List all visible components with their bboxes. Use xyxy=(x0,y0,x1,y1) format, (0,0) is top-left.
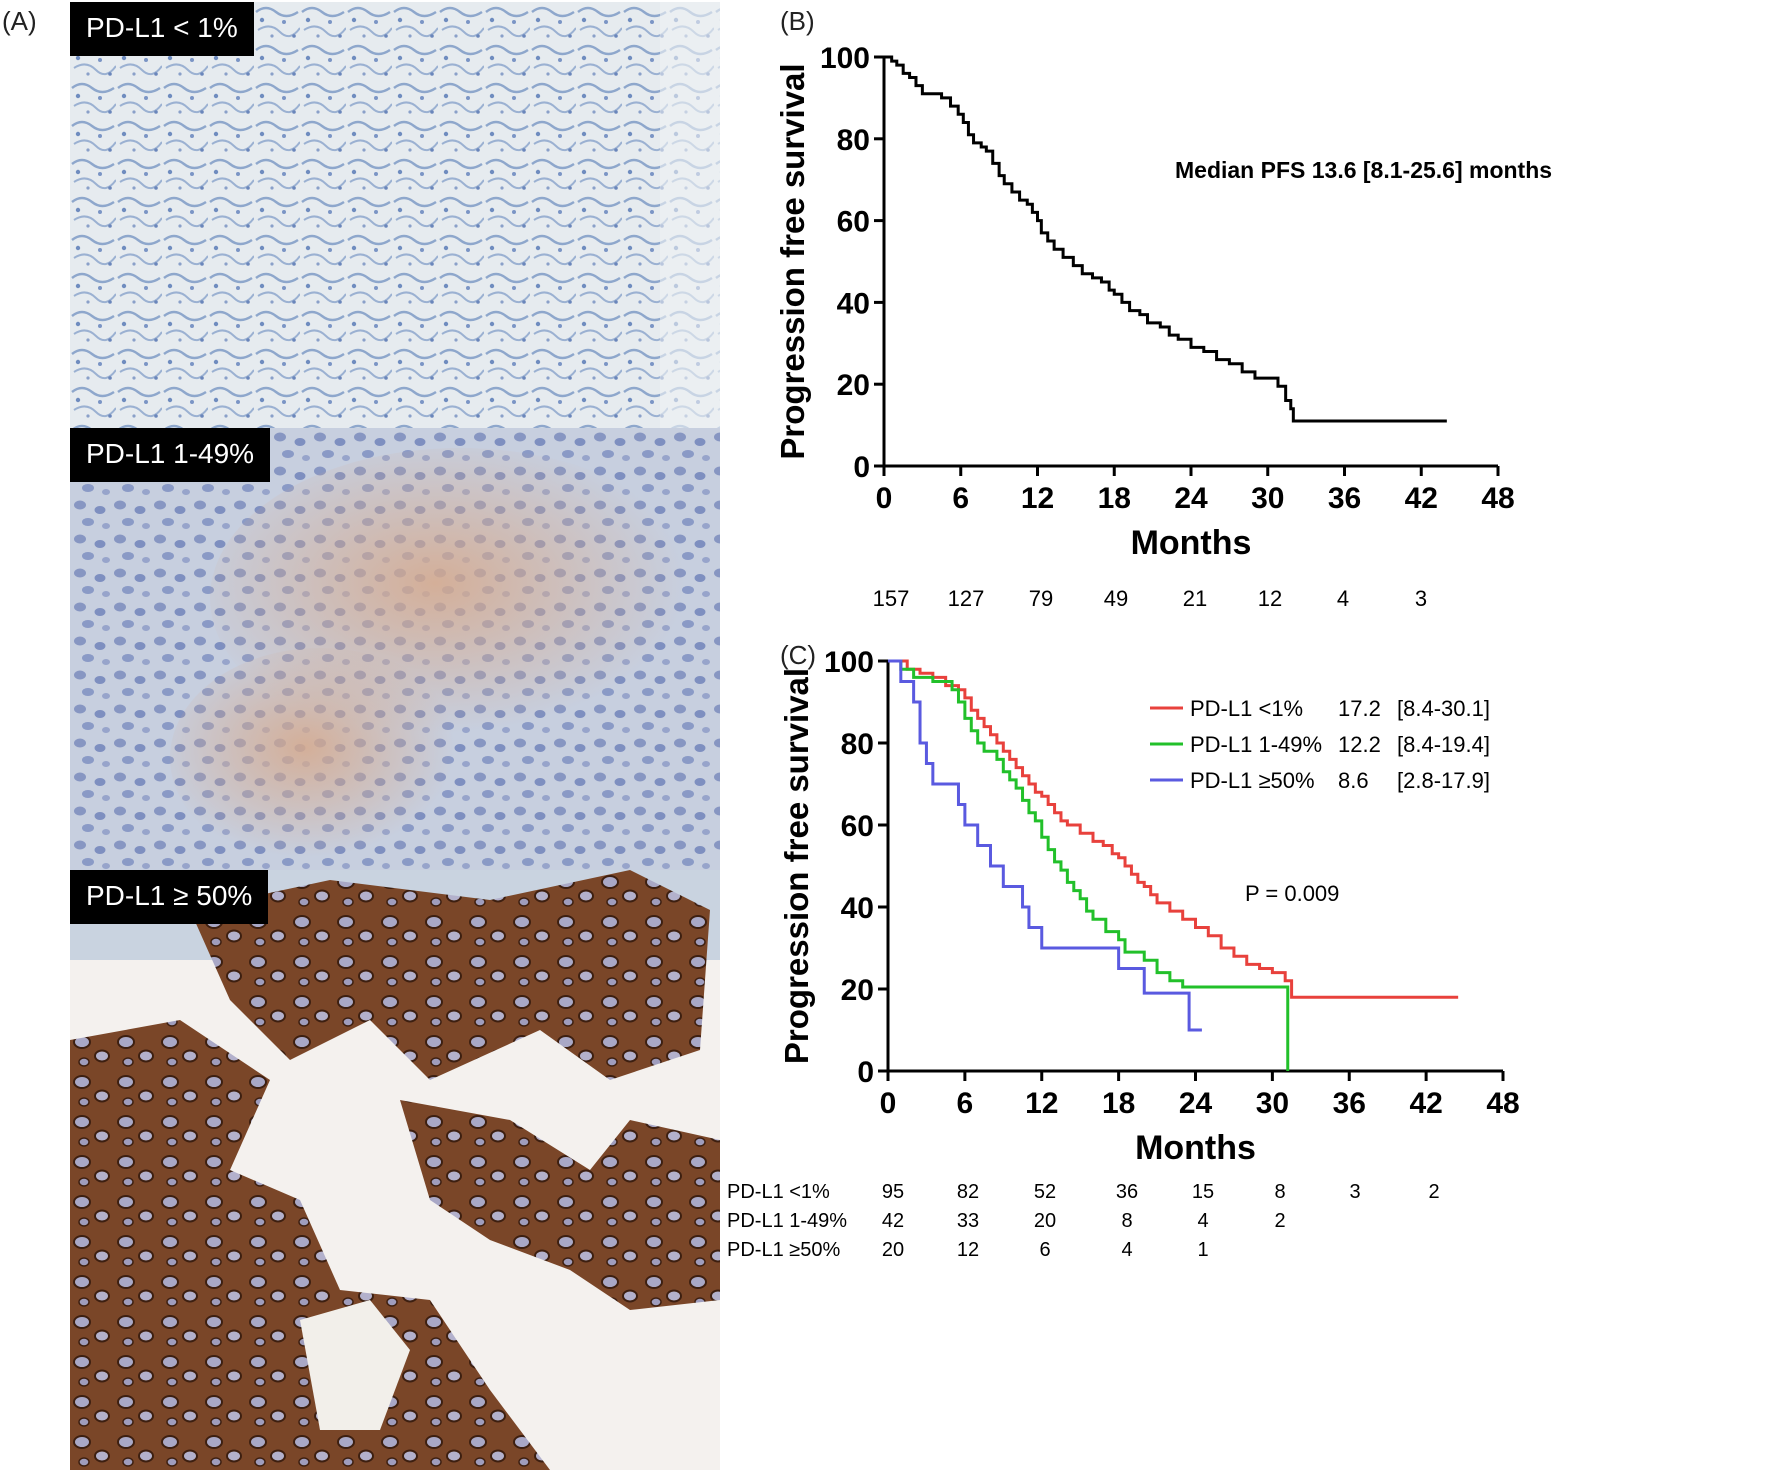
x-tick-label: 18 xyxy=(1098,482,1131,515)
image-label-high: PD-L1 ≥ 50% xyxy=(70,870,269,924)
risk-count: 12 xyxy=(1258,586,1282,611)
image-label-low: PD-L1 1-49% xyxy=(70,428,271,482)
risk-count: 1 xyxy=(1197,1239,1208,1261)
y-tick-label: 20 xyxy=(837,369,870,402)
risk-count: 42 xyxy=(882,1210,904,1232)
x-tick-label: 18 xyxy=(1102,1087,1135,1120)
survival-curve-1 xyxy=(888,659,1290,1071)
x-tick-label: 6 xyxy=(952,482,969,515)
risk-count: 2 xyxy=(1428,1181,1439,1203)
x-tick-label: 48 xyxy=(1486,1087,1519,1120)
risk-count: 79 xyxy=(1029,586,1053,611)
y-axis-title: Progression free survival xyxy=(778,668,815,1064)
risk-count: 4 xyxy=(1121,1239,1132,1261)
risk-count: 157 xyxy=(873,586,910,611)
x-tick-label: 30 xyxy=(1256,1087,1289,1120)
survival-curve-0 xyxy=(888,659,1459,999)
histology-texture-low xyxy=(70,428,720,870)
risk-count: 20 xyxy=(1034,1210,1056,1232)
risk-count: 82 xyxy=(957,1181,979,1203)
x-tick-label: 0 xyxy=(880,1087,897,1120)
risk-count: 20 xyxy=(882,1239,904,1261)
risk-count: 36 xyxy=(1116,1181,1138,1203)
x-tick-label: 24 xyxy=(1179,1087,1213,1120)
legend-label: PD-L1 1-49% xyxy=(1190,732,1322,757)
y-tick-label: 100 xyxy=(820,42,870,75)
risk-row-label: PD-L1 ≥50% xyxy=(727,1239,840,1261)
histology-image-high: PD-L1 ≥ 50% xyxy=(70,870,720,1470)
histology-texture-negative xyxy=(70,2,720,428)
panel-a-letter: (A) xyxy=(2,6,37,36)
risk-count: 2 xyxy=(1274,1210,1285,1232)
risk-count: 12 xyxy=(957,1239,979,1261)
panel-c-letter: (C) xyxy=(780,640,817,670)
risk-count: 49 xyxy=(1104,586,1128,611)
survival-curve-0 xyxy=(884,55,1447,423)
histology-image-negative: PD-L1 < 1% xyxy=(70,2,720,428)
median-annotation: Median PFS 13.6 [8.1-25.6] months xyxy=(1175,157,1552,183)
risk-count: 8 xyxy=(1274,1181,1285,1203)
y-tick-label: 0 xyxy=(853,451,870,484)
y-tick-label: 40 xyxy=(837,287,870,320)
x-tick-label: 0 xyxy=(876,482,893,515)
y-tick-label: 60 xyxy=(841,810,874,843)
x-axis-title: Months xyxy=(1131,524,1252,562)
x-tick-label: 36 xyxy=(1328,482,1361,515)
risk-count: 52 xyxy=(1034,1181,1056,1203)
risk-count: 95 xyxy=(882,1181,904,1203)
risk-count: 6 xyxy=(1039,1239,1050,1261)
y-tick-label: 20 xyxy=(841,974,874,1007)
pfs-overall-chart: 0 20 40 60 80 100 0 6 12 18 24 30 36 42 48 Months Progre… xyxy=(774,42,1552,611)
risk-count: 33 xyxy=(957,1210,979,1232)
x-axis-title: Months xyxy=(1135,1129,1256,1167)
x-tick-label: 6 xyxy=(957,1087,974,1120)
risk-count: 21 xyxy=(1183,586,1207,611)
risk-count: 3 xyxy=(1415,586,1427,611)
legend-median: 8.6 xyxy=(1338,768,1369,793)
risk-count: 4 xyxy=(1337,586,1349,611)
y-tick-label: 80 xyxy=(841,728,874,761)
y-tick-label: 0 xyxy=(857,1056,874,1089)
y-tick-label: 40 xyxy=(841,892,874,925)
legend-label: PD-L1 <1% xyxy=(1190,696,1303,721)
y-tick-label: 100 xyxy=(824,646,874,679)
x-tick-label: 30 xyxy=(1251,482,1284,515)
x-tick-label: 12 xyxy=(1021,482,1054,515)
x-tick-label: 12 xyxy=(1025,1087,1058,1120)
risk-count: 127 xyxy=(948,586,985,611)
y-axis-title: Progression free survival xyxy=(774,63,811,459)
legend-label: PD-L1 ≥50% xyxy=(1190,768,1315,793)
histology-image-low: PD-L1 1-49% xyxy=(70,428,720,870)
x-tick-label: 36 xyxy=(1333,1087,1366,1120)
x-tick-label: 42 xyxy=(1409,1087,1442,1120)
legend-ci: [2.8-17.9] xyxy=(1397,768,1490,793)
risk-row-label: PD-L1 1-49% xyxy=(727,1210,847,1232)
risk-count: 8 xyxy=(1121,1210,1132,1232)
panel-b-letter: (B) xyxy=(780,6,815,36)
survival-curve-2 xyxy=(888,659,1202,1032)
x-tick-label: 42 xyxy=(1405,482,1438,515)
legend-ci: [8.4-30.1] xyxy=(1397,696,1490,721)
p-value-annotation: P = 0.009 xyxy=(1245,881,1339,906)
x-tick-label: 24 xyxy=(1174,482,1208,515)
legend-ci: [8.4-19.4] xyxy=(1397,732,1490,757)
legend-median: 12.2 xyxy=(1338,732,1381,757)
risk-count: 3 xyxy=(1349,1181,1360,1203)
risk-count: 15 xyxy=(1192,1181,1214,1203)
legend-median: 17.2 xyxy=(1338,696,1381,721)
risk-count: 4 xyxy=(1197,1210,1208,1232)
risk-row-label: PD-L1 <1% xyxy=(727,1181,830,1203)
x-tick-label: 48 xyxy=(1481,482,1514,515)
y-tick-label: 80 xyxy=(837,124,870,157)
y-tick-label: 60 xyxy=(837,206,870,239)
image-label-negative: PD-L1 < 1% xyxy=(70,2,254,56)
